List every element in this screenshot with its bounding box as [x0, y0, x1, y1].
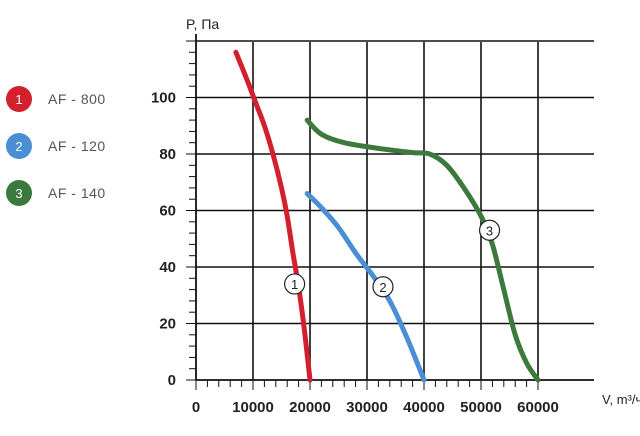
x-tick-label-4: 40000	[403, 399, 445, 416]
legend-item-af-120: 2 AF - 120	[6, 131, 106, 161]
x-tick-label-0: 0	[192, 399, 200, 416]
series-line-1	[233, 49, 313, 383]
minor-ticks	[186, 40, 539, 390]
legend-dot-2: 2	[6, 133, 32, 159]
x-tick-label-2: 20000	[289, 399, 331, 416]
y-tick-label-4: 80	[159, 146, 176, 163]
series-label-1: 1	[291, 277, 298, 292]
series-label-3: 3	[486, 223, 493, 238]
x-tick-label-6: 60000	[517, 399, 559, 416]
x-tick-label-1: 10000	[232, 399, 274, 416]
y-axis-label: P, Па	[186, 16, 219, 32]
series-marker-3	[478, 219, 501, 241]
tick-labels: 0 10000 20000 30000 40000 50000 60000 0 20 40 60 80…	[151, 90, 559, 417]
legend-item-af-140: 3 AF - 140	[6, 178, 106, 208]
x-tick-label-5: 50000	[460, 399, 502, 416]
series-line-2	[304, 191, 427, 383]
legend-item-af-800: 1 AF - 800	[6, 84, 106, 114]
legend-dot-1: 1	[6, 86, 32, 112]
legend-label-3: AF - 140	[48, 185, 106, 201]
series-line-3	[304, 117, 541, 383]
series-label-2: 2	[379, 280, 386, 295]
y-tick-label-0: 0	[168, 372, 176, 389]
legend-label-2: AF - 120	[48, 138, 106, 154]
y-tick-label-2: 40	[159, 259, 176, 276]
series-marker-1	[284, 273, 306, 295]
grid	[196, 40, 594, 380]
y-tick-label-5: 100	[151, 90, 176, 107]
axes	[195, 34, 594, 381]
y-tick-label-3: 60	[159, 203, 176, 220]
x-tick-label-3: 30000	[346, 399, 388, 416]
y-tick-label-1: 20	[159, 316, 176, 333]
series-marker-2	[372, 276, 394, 298]
x-axis-label: V, m³/ч	[602, 392, 640, 407]
legend-dot-3: 3	[6, 180, 32, 206]
series: 1 2 3	[233, 49, 541, 383]
legend-label-1: AF - 800	[48, 91, 106, 107]
